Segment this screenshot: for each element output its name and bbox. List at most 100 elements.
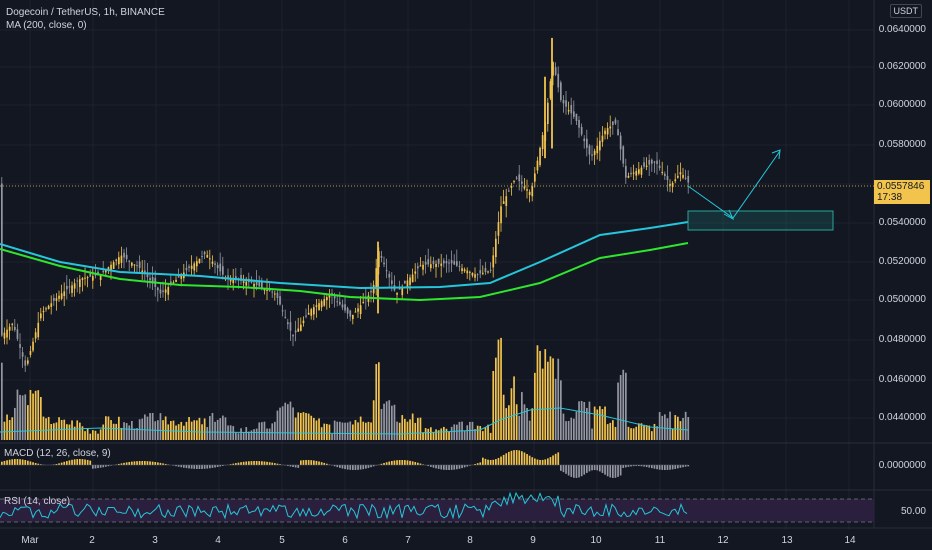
candle bbox=[495, 238, 497, 258]
candle bbox=[58, 295, 60, 299]
candle bbox=[640, 167, 643, 175]
volume-bar bbox=[505, 408, 508, 440]
indicator-label[interactable]: MA (200, close, 0) bbox=[6, 20, 87, 31]
candle bbox=[175, 279, 177, 282]
volume-bar bbox=[289, 401, 292, 440]
macd-bar bbox=[682, 465, 684, 468]
last-price-badge: 0.0557846 17:38 bbox=[874, 180, 930, 204]
volume-bar bbox=[409, 419, 411, 440]
macd-bar bbox=[440, 465, 443, 470]
symbol-title[interactable]: Dogecoin / TetherUS, 1h, BINANCE bbox=[6, 7, 165, 18]
candle bbox=[401, 286, 404, 296]
macd-bar bbox=[492, 459, 495, 465]
candle bbox=[3, 332, 6, 339]
volume-bar bbox=[648, 425, 651, 440]
volume-bar bbox=[489, 432, 492, 440]
candle bbox=[307, 312, 310, 315]
candle bbox=[289, 322, 292, 331]
candle bbox=[526, 189, 528, 191]
candle bbox=[94, 274, 97, 276]
candle bbox=[151, 277, 154, 284]
volume-bar bbox=[635, 426, 638, 440]
volume-bar bbox=[435, 429, 437, 440]
volume-bar bbox=[110, 420, 112, 440]
macd-bar bbox=[333, 465, 336, 467]
currency-label[interactable]: USDT bbox=[889, 4, 922, 18]
macd-bar bbox=[526, 454, 528, 465]
macd-bar bbox=[40, 464, 42, 465]
time-tick: 6 bbox=[342, 535, 348, 546]
macd-bar bbox=[664, 465, 666, 470]
macd-bar bbox=[612, 465, 614, 478]
macd-bar bbox=[466, 465, 469, 467]
candle bbox=[209, 258, 211, 260]
volume-bar bbox=[531, 408, 534, 440]
volume-bar bbox=[92, 430, 94, 440]
macd-bar bbox=[635, 465, 638, 467]
candle bbox=[24, 360, 27, 366]
volume-bar bbox=[193, 420, 196, 440]
candle bbox=[1, 183, 3, 336]
candle bbox=[185, 267, 188, 271]
candle bbox=[71, 285, 73, 293]
volume-bar bbox=[528, 420, 531, 440]
time-tick: Mar bbox=[21, 535, 39, 546]
price-tick: 0.0440000 bbox=[878, 412, 926, 423]
candle bbox=[536, 160, 539, 171]
candle bbox=[50, 303, 53, 307]
candle bbox=[133, 264, 136, 266]
macd-bar bbox=[661, 465, 664, 470]
candle bbox=[305, 315, 307, 317]
volume-bar bbox=[125, 423, 128, 440]
time-tick: 2 bbox=[89, 535, 95, 546]
candle bbox=[502, 201, 505, 204]
candle bbox=[414, 271, 417, 274]
candle bbox=[287, 322, 289, 325]
volume-bar bbox=[99, 429, 102, 440]
rsi-label[interactable]: RSI (14, close) bbox=[4, 496, 71, 507]
candle bbox=[687, 176, 690, 183]
volume-bar bbox=[14, 407, 16, 440]
candle bbox=[375, 268, 378, 289]
macd-bar bbox=[645, 465, 648, 468]
candle bbox=[193, 263, 196, 271]
candle bbox=[622, 146, 625, 164]
macd-bar bbox=[497, 457, 500, 465]
macd-bar bbox=[458, 465, 461, 469]
volume-bar bbox=[263, 421, 266, 440]
candle bbox=[461, 268, 463, 272]
macd-bar bbox=[599, 465, 601, 472]
candle bbox=[396, 292, 398, 295]
candle bbox=[144, 270, 146, 274]
candle bbox=[489, 269, 492, 271]
time-tick: 7 bbox=[405, 535, 411, 546]
volume-bar bbox=[84, 431, 86, 440]
macd-bar bbox=[474, 464, 476, 465]
candle bbox=[453, 261, 456, 265]
macd-label[interactable]: MACD (12, 26, close, 9) bbox=[4, 448, 111, 459]
candle bbox=[271, 291, 274, 293]
candle bbox=[40, 313, 42, 319]
macd-bar bbox=[323, 462, 326, 465]
macd-bar bbox=[357, 465, 359, 470]
candle bbox=[42, 310, 45, 313]
macd-bar bbox=[271, 462, 274, 465]
volume-bar bbox=[554, 378, 557, 440]
macd-bar bbox=[216, 465, 219, 467]
volume-bar bbox=[188, 417, 190, 440]
volume-bar bbox=[120, 427, 123, 440]
candle bbox=[359, 305, 362, 315]
volume-bar bbox=[53, 423, 55, 440]
ma-line-green bbox=[0, 242, 689, 302]
volume-bar bbox=[479, 426, 482, 440]
candle bbox=[102, 270, 105, 273]
candle bbox=[6, 329, 8, 338]
macd-bar bbox=[172, 465, 175, 466]
candle bbox=[469, 271, 471, 273]
macd-bar bbox=[248, 461, 250, 465]
macd-bar bbox=[201, 465, 203, 469]
candle bbox=[448, 262, 450, 264]
macd-bar bbox=[630, 465, 632, 467]
candle bbox=[404, 280, 406, 284]
